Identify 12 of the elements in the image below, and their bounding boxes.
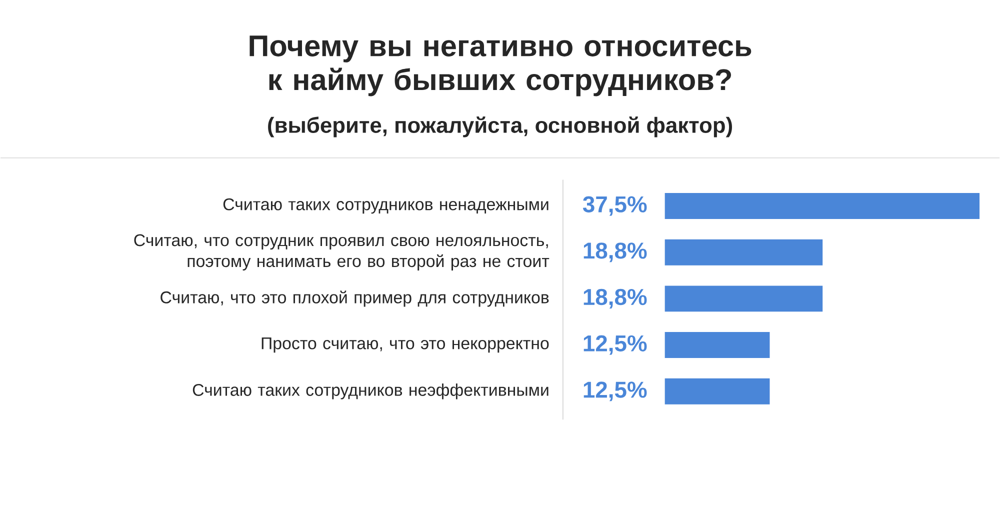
y-tick-label: Просто считаю, что это некорректно	[262, 337, 549, 352]
chart-subtitle: (выберите, пожалуйста, основной фактор)	[268, 116, 732, 138]
data-label: 18,8%	[584, 242, 647, 262]
y-tick-label: Считаю, что это плохой пример для сотрудников	[160, 290, 549, 306]
data-label: 12,5%	[584, 381, 647, 401]
y-tick-label: Считаю таких сотрудников неэффективными	[192, 383, 548, 400]
data-label: 18,8%	[584, 288, 647, 308]
data-label: 37,5%	[582, 196, 647, 216]
y-tick-label: Считаю таких сотрудников ненадежными	[223, 198, 548, 214]
chart-title: Почему вы негативно относитесь к найму бывших сотрудников?	[250, 35, 752, 96]
data-label: 12,5%	[584, 335, 647, 355]
y-tick-label: Считаю, что сотрудник проявил свою нелояльность, поэтому нанимать его во второй раз не стоит	[134, 234, 550, 270]
